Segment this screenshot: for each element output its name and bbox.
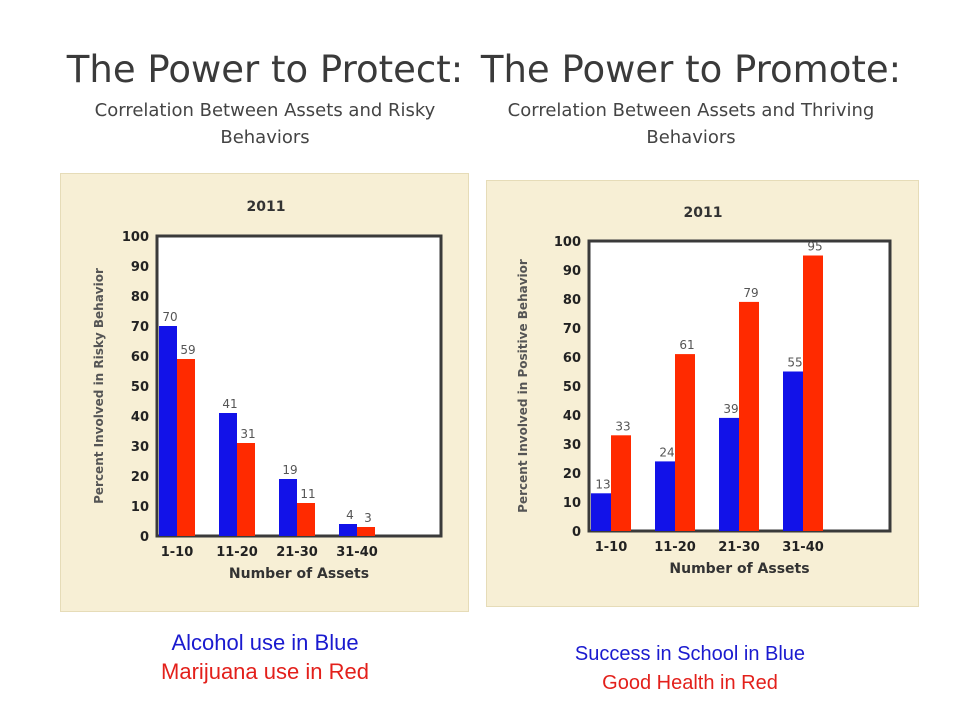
right-chart-title: 2011: [684, 205, 723, 221]
left-x-axis-label: Number of Assets: [229, 566, 369, 582]
right-bar-blue-11-20: [655, 461, 675, 531]
left-heading: The Power to Protect: Correlation Betwee…: [55, 49, 475, 151]
left-data-label-blue-11-20: 41: [222, 397, 237, 411]
left-subtitle: Correlation Between Assets and Risky Beh…: [94, 100, 436, 148]
right-legend-red: Good Health in Red: [602, 672, 778, 694]
left-y-tick-label: 50: [131, 380, 149, 395]
left-data-label-blue-31-40: 4: [346, 508, 354, 522]
right-heading: The Power to Promote: Correlation Betwee…: [476, 49, 906, 151]
left-y-tick-label: 100: [122, 230, 149, 245]
left-data-label-red-21-30: 11: [300, 487, 315, 501]
right-data-label-blue-31-40: 55: [787, 356, 802, 370]
left-bar-blue-11-20: [219, 413, 237, 536]
right-data-label-red-1-10: 33: [615, 419, 630, 433]
right-y-tick-label: 80: [563, 293, 581, 308]
left-legend-blue: Alcohol use in Blue: [171, 630, 359, 655]
left-y-tick-label: 40: [131, 410, 149, 425]
right-bar-blue-31-40: [783, 371, 803, 531]
right-data-label-blue-21-30: 39: [723, 402, 738, 416]
left-plot-frame: [155, 234, 443, 538]
left-bar-red-21-30: [297, 503, 315, 536]
left-y-tick-label: 10: [131, 500, 149, 515]
left-data-label-red-1-10: 59: [180, 343, 195, 357]
right-subtitle: Correlation Between Assets and Thriving …: [507, 100, 875, 148]
left-bar-red-1-10: [177, 359, 195, 536]
right-x-tick-label: 21-30: [718, 540, 760, 555]
right-data-label-red-11-20: 61: [679, 338, 694, 352]
right-y-axis-label: Percent Involved in Positive Behavior: [516, 259, 530, 513]
left-bar-blue-1-10: [159, 326, 177, 536]
right-y-tick-label: 0: [572, 525, 581, 540]
right-y-tick-label: 10: [563, 496, 581, 511]
right-y-tick-label: 40: [563, 409, 581, 424]
left-data-label-blue-21-30: 19: [282, 463, 297, 477]
right-x-tick-label: 11-20: [654, 540, 696, 555]
left-title: The Power to Protect:: [66, 48, 464, 91]
right-x-axis-label: Number of Assets: [669, 561, 809, 577]
left-data-label-red-11-20: 31: [240, 427, 255, 441]
right-y-tick-label: 60: [563, 351, 581, 366]
right-x-tick-label: 1-10: [595, 540, 628, 555]
left-legend-red: Marijuana use in Red: [161, 659, 369, 684]
right-x-tick-label: 31-40: [782, 540, 824, 555]
risky-behavior-chart: 2011 0 10 20 30 40 50 60 70 80 90 100 Percent Involv…: [92, 199, 443, 582]
right-bar-blue-21-30: [719, 417, 739, 531]
left-x-tick-label: 11-20: [216, 545, 258, 560]
left-y-tick-label: 70: [131, 320, 149, 335]
left-chart-title: 2011: [247, 199, 286, 215]
left-y-tick-label: 20: [131, 470, 149, 485]
left-data-label-blue-1-10: 70: [162, 310, 177, 324]
left-legend: Alcohol use in Blue Marijuana use in Red: [115, 628, 415, 686]
right-y-tick-label: 90: [563, 264, 581, 279]
left-x-tick-label: 31-40: [336, 545, 378, 560]
left-x-tick-label: 21-30: [276, 545, 318, 560]
right-bar-red-1-10: [611, 435, 631, 531]
right-bar-blue-1-10: [591, 493, 611, 531]
right-y-tick-label: 50: [563, 380, 581, 395]
left-bar-blue-21-30: [279, 479, 297, 536]
risky-behavior-chart-panel: 2011 0 10 20 30 40 50 60 70 80 90 100 Percent Involv…: [60, 173, 469, 612]
positive-behavior-chart: 2011 0 10 20 30 40 50 60 70 80 90 100 Percent Involv…: [516, 205, 892, 577]
left-bar-red-11-20: [237, 443, 255, 536]
left-y-tick-label: 60: [131, 350, 149, 365]
right-title: The Power to Promote:: [480, 48, 902, 91]
left-y-axis-label: Percent Involved in Risky Behavior: [92, 268, 106, 504]
right-data-label-red-21-30: 79: [743, 286, 758, 300]
left-y-tick-label: 0: [140, 530, 149, 545]
right-y-tick-label: 70: [563, 322, 581, 337]
right-bar-red-31-40: [803, 255, 823, 531]
right-y-tick-label: 100: [554, 235, 581, 250]
left-y-tick-label: 90: [131, 260, 149, 275]
right-data-label-red-31-40: 95: [807, 240, 822, 254]
right-bar-red-21-30: [739, 301, 759, 531]
right-bar-red-11-20: [675, 354, 695, 531]
right-data-label-blue-1-10: 13: [595, 477, 610, 491]
right-legend: Success in School in Blue Good Health in…: [540, 640, 840, 698]
right-data-label-blue-11-20: 24: [659, 445, 674, 459]
left-data-label-red-31-40: 3: [364, 511, 372, 525]
right-legend-blue: Success in School in Blue: [574, 643, 806, 665]
right-y-tick-label: 20: [563, 467, 581, 482]
left-x-tick-label: 1-10: [161, 545, 194, 560]
left-bar-red-31-40: [357, 527, 375, 536]
left-bar-blue-31-40: [339, 524, 357, 536]
left-y-tick-label: 30: [131, 440, 149, 455]
right-y-tick-label: 30: [563, 438, 581, 453]
left-y-tick-label: 80: [131, 290, 149, 305]
positive-behavior-chart-panel: 2011 0 10 20 30 40 50 60 70 80 90 100 Percent Involv…: [486, 180, 919, 607]
